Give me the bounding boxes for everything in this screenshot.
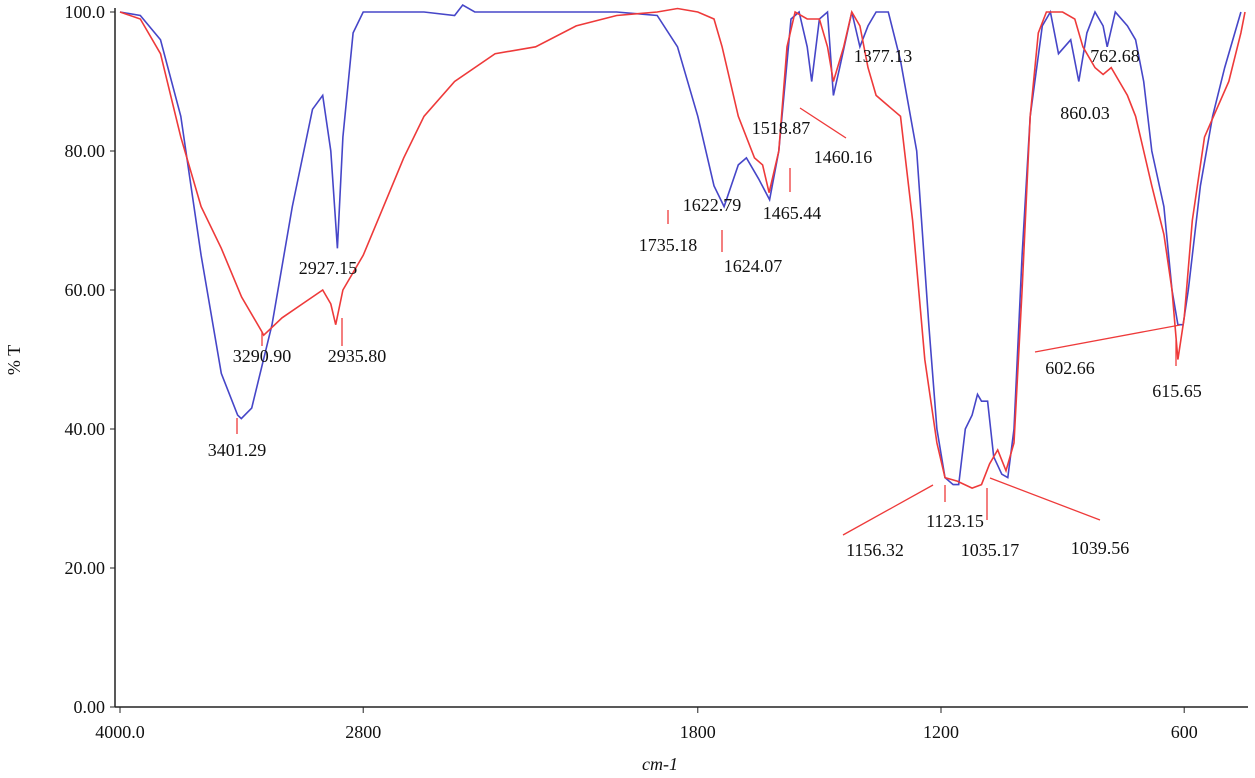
annotation-leader [799, 107, 847, 139]
y-tick-label: 80.00 [65, 141, 106, 161]
y-tick-label: 100.0 [65, 2, 106, 22]
x-axis-title: cm-1 [642, 754, 678, 774]
peak-annotation: 1123.15 [926, 511, 984, 531]
peak-annotation: 1735.18 [639, 235, 698, 255]
y-axis-title: % T [4, 345, 24, 375]
peak-annotation: 2935.80 [328, 346, 387, 366]
y-tick-label: 20.00 [65, 558, 106, 578]
peak-annotation: 1039.56 [1071, 538, 1130, 558]
annotation-leader [1034, 324, 1181, 353]
spectrum-line [119, 3, 1242, 486]
x-tick-label: 1200 [923, 722, 959, 742]
y-tick-label: 0.00 [74, 697, 106, 717]
peak-annotation: 615.65 [1152, 381, 1202, 401]
peak-annotation: 762.68 [1090, 46, 1140, 66]
peak-annotation: 2927.15 [299, 258, 358, 278]
annotation-leader [842, 484, 934, 536]
peak-annotation: 1624.07 [724, 256, 783, 276]
y-tick-label: 60.00 [65, 280, 106, 300]
x-tick-label: 2800 [345, 722, 381, 742]
annotation-leader [989, 477, 1101, 521]
peak-annotation: 1156.32 [846, 540, 904, 560]
peak-annotation: 3401.29 [208, 440, 267, 460]
peak-annotation: 1035.17 [961, 540, 1020, 560]
peak-annotation: 602.66 [1045, 358, 1095, 378]
x-tick-label: 1800 [680, 722, 716, 742]
peak-annotation: 860.03 [1060, 103, 1110, 123]
y-tick-label: 40.00 [65, 419, 106, 439]
peak-annotation: 1518.87 [752, 118, 811, 138]
x-tick-label: 4000.0 [95, 722, 145, 742]
peak-annotation: 1460.16 [814, 147, 873, 167]
peak-annotation: 1465.44 [763, 203, 822, 223]
spectrum-line [119, 7, 1246, 489]
peak-annotation: 3290.90 [233, 346, 292, 366]
peak-annotation: 1377.13 [854, 46, 913, 66]
x-tick-label: 600 [1171, 722, 1198, 742]
peak-annotation: 1622.79 [683, 195, 742, 215]
